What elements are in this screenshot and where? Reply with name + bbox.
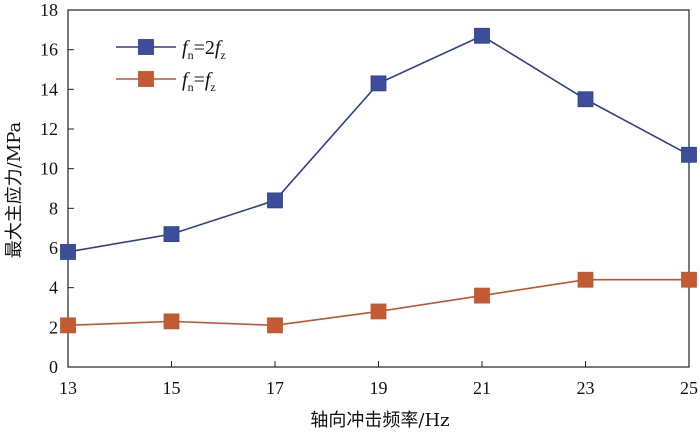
x-tick-label: 17 — [266, 378, 284, 398]
x-tick-label: 13 — [59, 378, 77, 398]
data-point — [60, 317, 76, 334]
data-point — [370, 75, 387, 92]
x-tick-label: 15 — [163, 378, 181, 398]
y-tick-label: 18 — [40, 0, 58, 20]
data-point — [681, 146, 697, 163]
data-point — [267, 192, 283, 209]
series-layer — [60, 27, 697, 334]
series-line — [67, 34, 690, 253]
legend-marker — [138, 39, 154, 55]
x-tick-label: 23 — [577, 378, 595, 398]
series-1 — [60, 27, 697, 260]
data-point — [681, 271, 697, 288]
legend-item-2: fn=fz — [116, 69, 216, 94]
x-tick-label: 19 — [370, 378, 388, 398]
y-tick-label: 4 — [49, 278, 58, 298]
x-tick-label: 25 — [680, 378, 698, 398]
y-tick-label: 12 — [40, 119, 58, 139]
data-point — [370, 303, 387, 320]
data-point — [60, 244, 76, 260]
data-point — [474, 287, 490, 304]
x-axis-title: 轴向冲击频率/Hz — [310, 410, 449, 431]
legend-label: fn=2fz — [182, 37, 226, 62]
legend-item-1: fn=2fz — [116, 37, 226, 62]
y-tick-label: 16 — [40, 40, 58, 60]
y-tick-label: 14 — [40, 79, 58, 99]
legend-label: fn=fz — [182, 69, 216, 94]
legend-marker — [138, 71, 154, 87]
y-tick-label: 0 — [49, 357, 58, 377]
series-2 — [60, 271, 697, 334]
y-tick-label: 6 — [49, 238, 58, 258]
data-point — [163, 226, 180, 243]
data-point — [267, 317, 283, 334]
y-axis-title: 最大主应力/MPa — [4, 121, 25, 258]
data-point — [577, 271, 594, 288]
data-point — [163, 313, 180, 330]
data-point — [474, 27, 490, 44]
legend: fn=2fz fn=fz — [116, 37, 226, 94]
y-tick-label: 10 — [40, 159, 58, 179]
data-point — [577, 91, 594, 108]
axes: 0 2 4 6 8 10 12 14 16 18 13 15 17 19 21 23 25 — [40, 0, 698, 398]
y-tick-label: 8 — [49, 198, 58, 218]
x-tick-label: 21 — [473, 378, 491, 398]
y-tick-label: 2 — [49, 317, 58, 337]
